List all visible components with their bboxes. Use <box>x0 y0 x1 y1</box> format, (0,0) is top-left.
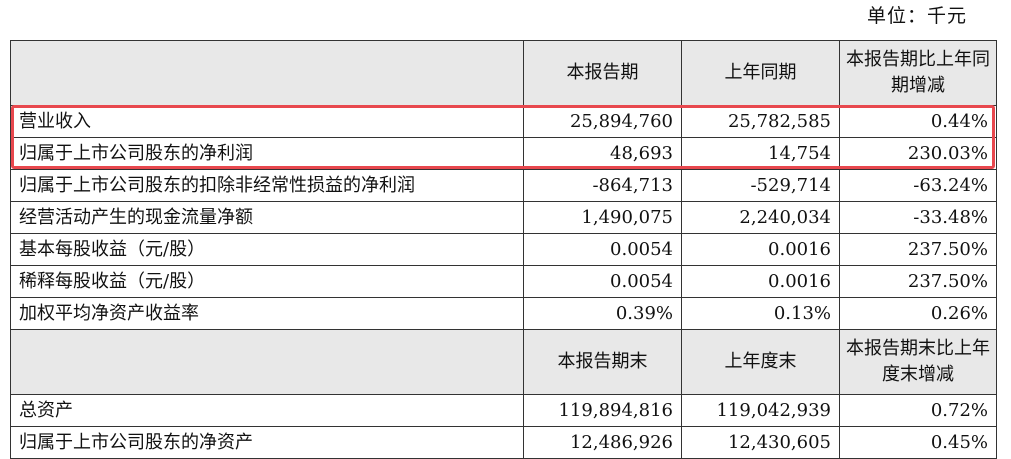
row-label: 基本每股收益（元/股） <box>10 233 524 266</box>
row-label: 归属于上市公司股东的净资产 <box>10 426 524 459</box>
row-current-value: -864,713 <box>523 169 682 202</box>
row-prior-value: 12,430,605 <box>681 426 840 459</box>
row-label: 总资产 <box>10 394 524 427</box>
row-current-value: 0.39% <box>523 297 682 330</box>
row-current-value: 119,894,816 <box>523 394 682 427</box>
row-current-value: 25,894,760 <box>523 105 682 138</box>
row-label: 稀释每股收益（元/股） <box>10 265 524 298</box>
row-current-value: 1,490,075 <box>523 201 682 234</box>
row-label: 归属于上市公司股东的扣除非经常性损益的净利润 <box>10 169 524 202</box>
row-change-value: 0.44% <box>839 105 997 138</box>
row-label: 加权平均净资产收益率 <box>10 297 524 330</box>
row-change-value: 230.03% <box>839 137 997 170</box>
header-blank-cell <box>10 329 524 395</box>
table-header-period-end: 本报告期末 上年度末 本报告期末比上年度末增减 <box>10 329 997 395</box>
row-change-value: 0.45% <box>839 426 997 459</box>
table-row: 经营活动产生的现金流量净额 1,490,075 2,240,034 -33.48… <box>10 201 997 234</box>
row-prior-value: 25,782,585 <box>681 105 840 138</box>
header-change-period: 本报告期比上年同期增减 <box>839 40 997 106</box>
header-blank-cell <box>10 40 524 106</box>
row-change-value: 0.72% <box>839 394 997 427</box>
header-prior-period: 上年同期 <box>681 40 840 106</box>
row-change-value: 237.50% <box>839 265 997 298</box>
header-current-period-end: 本报告期末 <box>523 329 682 395</box>
row-prior-value: 119,042,939 <box>681 394 840 427</box>
table-row: 归属于上市公司股东的净利润 48,693 14,754 230.03% <box>10 137 997 170</box>
header-current-period: 本报告期 <box>523 40 682 106</box>
row-prior-value: 0.0016 <box>681 233 840 266</box>
table-row: 基本每股收益（元/股） 0.0054 0.0016 237.50% <box>10 233 997 266</box>
row-prior-value: 14,754 <box>681 137 840 170</box>
row-current-value: 48,693 <box>523 137 682 170</box>
row-change-value: 237.50% <box>839 233 997 266</box>
row-prior-value: 2,240,034 <box>681 201 840 234</box>
row-prior-value: 0.0016 <box>681 265 840 298</box>
financial-summary-table: 本报告期 上年同期 本报告期比上年同期增减 营业收入 25,894,760 25… <box>10 40 997 459</box>
header-prior-year-end: 上年度末 <box>681 329 840 395</box>
row-current-value: 0.0054 <box>523 233 682 266</box>
table-row: 加权平均净资产收益率 0.39% 0.13% 0.26% <box>10 297 997 330</box>
row-current-value: 0.0054 <box>523 265 682 298</box>
row-prior-value: -529,714 <box>681 169 840 202</box>
row-prior-value: 0.13% <box>681 297 840 330</box>
row-label: 归属于上市公司股东的净利润 <box>10 137 524 170</box>
row-change-value: 0.26% <box>839 297 997 330</box>
unit-label: 单位：千元 <box>866 5 967 27</box>
row-label: 营业收入 <box>10 105 524 138</box>
table-row: 归属于上市公司股东的净资产 12,486,926 12,430,605 0.45… <box>10 426 997 459</box>
row-change-value: -33.48% <box>839 201 997 234</box>
table-row: 总资产 119,894,816 119,042,939 0.72% <box>10 394 997 427</box>
row-label: 经营活动产生的现金流量净额 <box>10 201 524 234</box>
table-header-period: 本报告期 上年同期 本报告期比上年同期增减 <box>10 40 997 106</box>
table-row: 营业收入 25,894,760 25,782,585 0.44% <box>10 105 997 138</box>
table-row: 稀释每股收益（元/股） 0.0054 0.0016 237.50% <box>10 265 997 298</box>
header-change-period-end: 本报告期末比上年度末增减 <box>839 329 997 395</box>
table-row: 归属于上市公司股东的扣除非经常性损益的净利润 -864,713 -529,714… <box>10 169 997 202</box>
row-change-value: -63.24% <box>839 169 997 202</box>
row-current-value: 12,486,926 <box>523 426 682 459</box>
